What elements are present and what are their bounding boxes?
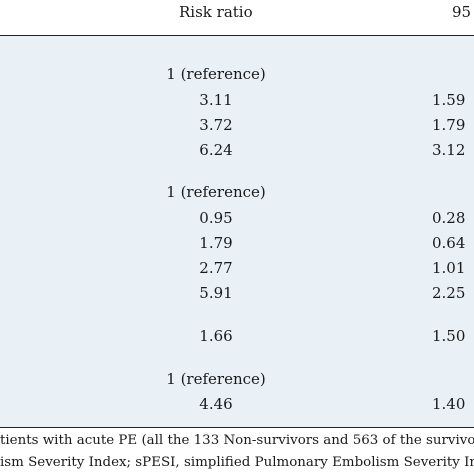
ci-column-header: 95 (452, 3, 472, 21)
ci-cell: 0.28 (432, 209, 466, 227)
ci-cell: 1.40 (432, 395, 466, 413)
footnote-line: ism Severity Index; sPESI, simplified Pu… (0, 455, 474, 470)
ci-cell: 1.50 (432, 327, 466, 345)
risk-ratio-cell: 3.11 (199, 91, 233, 109)
risk-ratio-cell: 1.66 (199, 327, 233, 345)
ci-cell: 0.64 (432, 234, 466, 252)
risk-ratio-cell: 2.77 (199, 259, 233, 277)
table-row: 4.46 1.40 (0, 395, 474, 417)
table-row: 3.11 1.59 (0, 91, 474, 113)
risk-ratio-cell: 4.46 (199, 395, 233, 413)
footnote-line: tients with acute PE (all the 133 Non-su… (0, 433, 474, 448)
risk-ratio-cell: 1 (reference) (166, 370, 266, 388)
table-footnote: tients with acute PE (all the 133 Non-su… (0, 428, 474, 474)
table-row: 1.66 1.50 (0, 327, 474, 349)
table-row: 1 (reference) (0, 65, 474, 87)
header-rule (0, 35, 474, 36)
risk-ratio-cell: 1 (reference) (166, 183, 266, 201)
risk-ratio-cell: 1 (reference) (166, 65, 266, 83)
ci-cell: 1.59 (432, 91, 466, 109)
table-header: Risk ratio 95 (0, 0, 474, 35)
bottom-rule (0, 427, 474, 428)
risk-ratio-cell: 0.95 (199, 209, 233, 227)
risk-ratio-cell: 5.91 (199, 284, 233, 302)
table-body (0, 36, 474, 427)
ci-cell: 3.12 (432, 141, 466, 159)
table-row: 0.95 0.28 (0, 209, 474, 231)
risk-ratio-cell: 6.24 (199, 141, 233, 159)
ci-cell: 1.01 (432, 259, 466, 277)
risk-ratio-cell: 1.79 (199, 234, 233, 252)
risk-ratio-cell: 3.72 (199, 116, 233, 134)
ci-cell: 2.25 (432, 284, 466, 302)
table-row: 1 (reference) (0, 370, 474, 392)
table-row: 3.72 1.79 (0, 116, 474, 138)
risk-ratio-column-header: Risk ratio (179, 3, 253, 21)
table-row: 1 (reference) (0, 183, 474, 205)
ci-cell: 1.79 (432, 116, 466, 134)
table-row: 1.79 0.64 (0, 234, 474, 256)
table-row: 2.77 1.01 (0, 259, 474, 281)
table-row: 5.91 2.25 (0, 284, 474, 306)
table-row: 6.24 3.12 (0, 141, 474, 163)
